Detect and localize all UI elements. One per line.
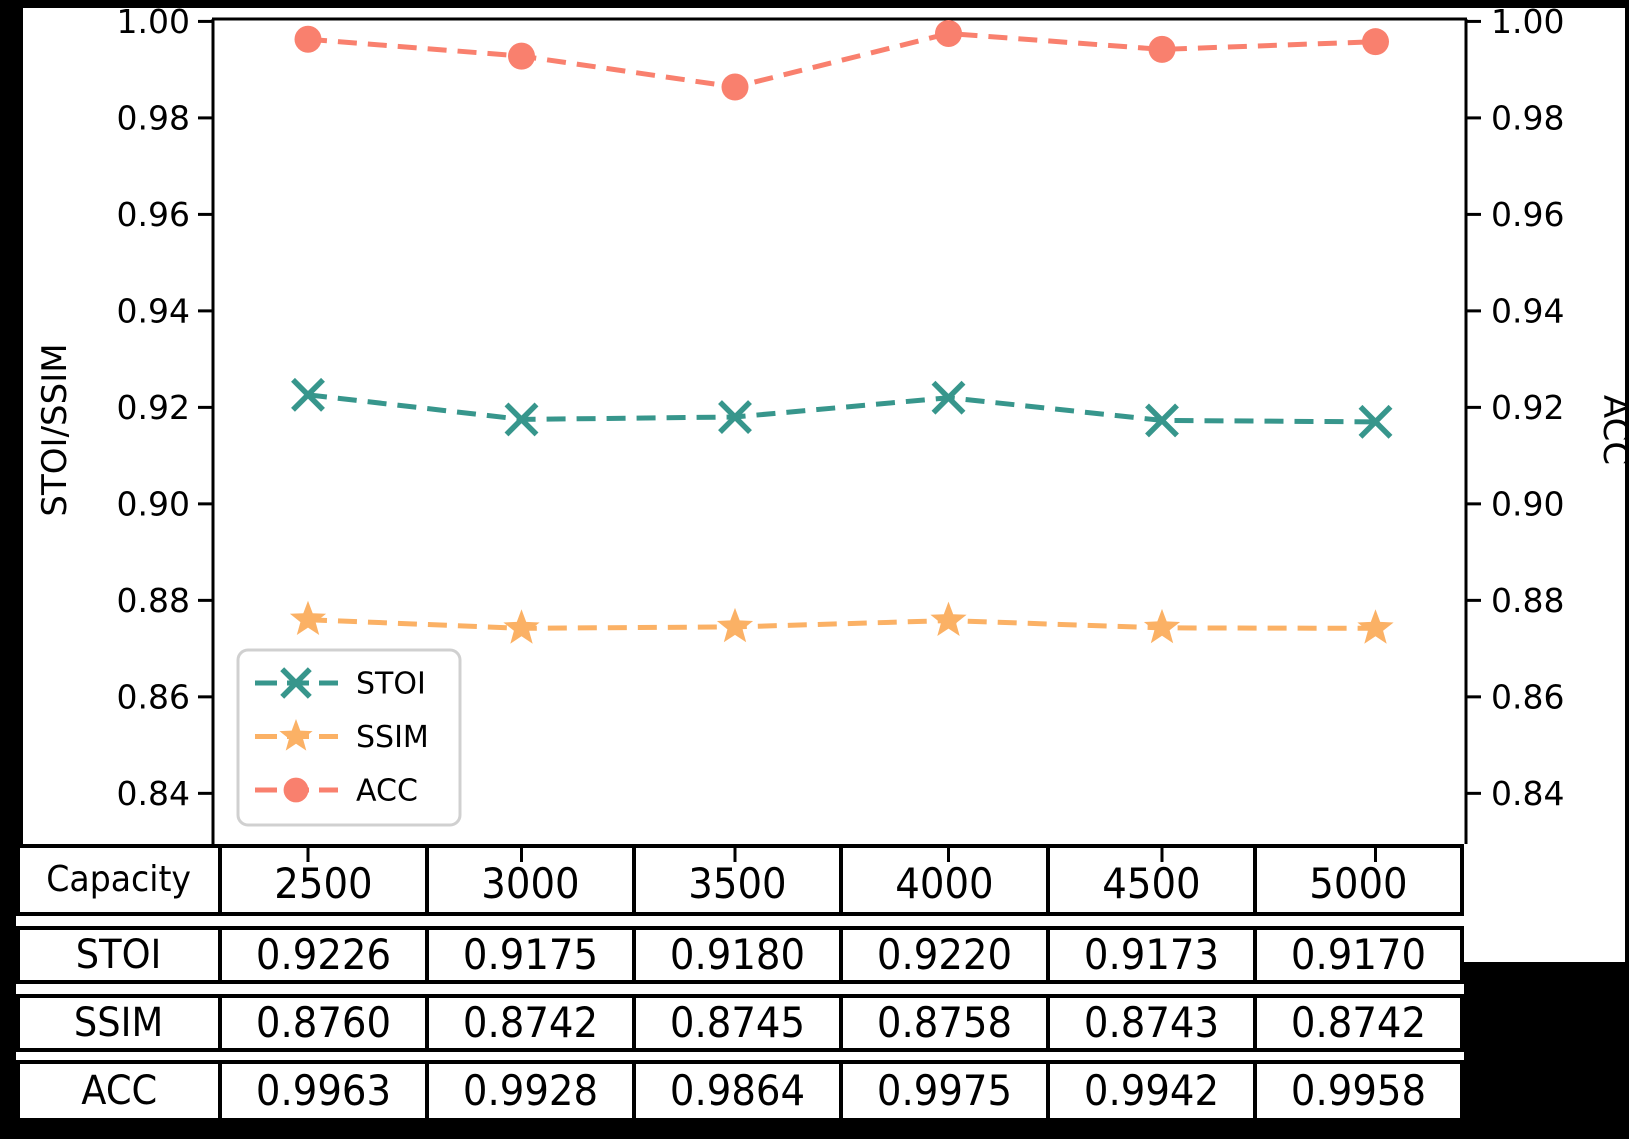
table-cell: 0.8742: [1257, 994, 1464, 1052]
table-cell-text: 0.8745: [669, 998, 806, 1047]
table-cell: 0.9175: [429, 926, 636, 984]
table-column-header-text: 3500: [688, 859, 787, 908]
table-row-label: STOI: [16, 926, 222, 984]
table-column-header: 4000: [843, 844, 1050, 916]
table-cell-text: 0.9963: [255, 1066, 392, 1115]
table-corner-cell: Capacity: [16, 844, 222, 916]
table-cell: 0.9975: [843, 1060, 1050, 1122]
table-row-label: ACC: [16, 1060, 222, 1122]
table-cell: 0.8745: [636, 994, 843, 1052]
table-cell-text: 0.9220: [876, 930, 1013, 979]
table-column-header-text: 3000: [481, 859, 580, 908]
table-cell-text: 0.9975: [876, 1066, 1013, 1115]
table-cell: 0.9226: [222, 926, 429, 984]
metrics-table: Capacity 2500 3000 3500 4000 4500 5000 STOI 0.92…: [16, 844, 1464, 1122]
table-cell: 0.9180: [636, 926, 843, 984]
table-cell: 0.8743: [1050, 994, 1257, 1052]
table-cell-text: 0.9226: [255, 930, 392, 979]
table-cell: 0.9170: [1257, 926, 1464, 984]
table-row-label-text: SSIM: [74, 1000, 164, 1046]
table-column-header: 3500: [636, 844, 843, 916]
table-column-header: 5000: [1257, 844, 1464, 916]
table-cell: 0.9963: [222, 1060, 429, 1122]
table-row: STOI 0.9226 0.9175 0.9180 0.9220 0.9173 0.9170: [16, 926, 1464, 984]
table-cell-text: 0.9864: [669, 1066, 806, 1115]
table-row-label-text: ACC: [81, 1068, 157, 1114]
table-cell-text: 0.9175: [462, 930, 599, 979]
table-cell: 0.9173: [1050, 926, 1257, 984]
table-cell-text: 0.8742: [462, 998, 599, 1047]
table-header-row: Capacity 2500 3000 3500 4000 4500 5000: [16, 844, 1464, 916]
table-cell-text: 0.9180: [669, 930, 806, 979]
table-cell: 0.8758: [843, 994, 1050, 1052]
table-column-header: 3000: [429, 844, 636, 916]
table-cell: 0.9942: [1050, 1060, 1257, 1122]
table-column-header-text: 4000: [895, 859, 994, 908]
table-cell-text: 0.9958: [1290, 1066, 1427, 1115]
table-column-header: 2500: [222, 844, 429, 916]
table-cell-text: 0.9928: [462, 1066, 599, 1115]
table-corner-cell-text: Capacity: [46, 859, 192, 900]
table-cell: 0.9220: [843, 926, 1050, 984]
table-column-header-text: 4500: [1102, 859, 1201, 908]
table-cell-text: 0.9173: [1083, 930, 1220, 979]
table-row-label: SSIM: [16, 994, 222, 1052]
table-cell-text: 0.8758: [876, 998, 1013, 1047]
table-cell: 0.9958: [1257, 1060, 1464, 1122]
table-row: ACC 0.9963 0.9928 0.9864 0.9975 0.9942 0.9958: [16, 1060, 1464, 1122]
table-cell-text: 0.8742: [1290, 998, 1427, 1047]
table-column-header: 4500: [1050, 844, 1257, 916]
table-row-label-text: STOI: [76, 932, 162, 978]
table-cell-text: 0.9942: [1083, 1066, 1220, 1115]
table-cell: 0.9864: [636, 1060, 843, 1122]
table-column-header-text: 2500: [274, 859, 373, 908]
table-cell: 0.9928: [429, 1060, 636, 1122]
table-column-header-text: 5000: [1309, 859, 1408, 908]
table-cell: 0.8742: [429, 994, 636, 1052]
table-cell-text: 0.8760: [255, 998, 392, 1047]
table-cell: 0.8760: [222, 994, 429, 1052]
figure-background: [23, 8, 1625, 962]
table-cell-text: 0.9170: [1290, 930, 1427, 979]
table-cell-text: 0.8743: [1083, 998, 1220, 1047]
table-row: SSIM 0.8760 0.8742 0.8745 0.8758 0.8743 0.8742: [16, 994, 1464, 1052]
